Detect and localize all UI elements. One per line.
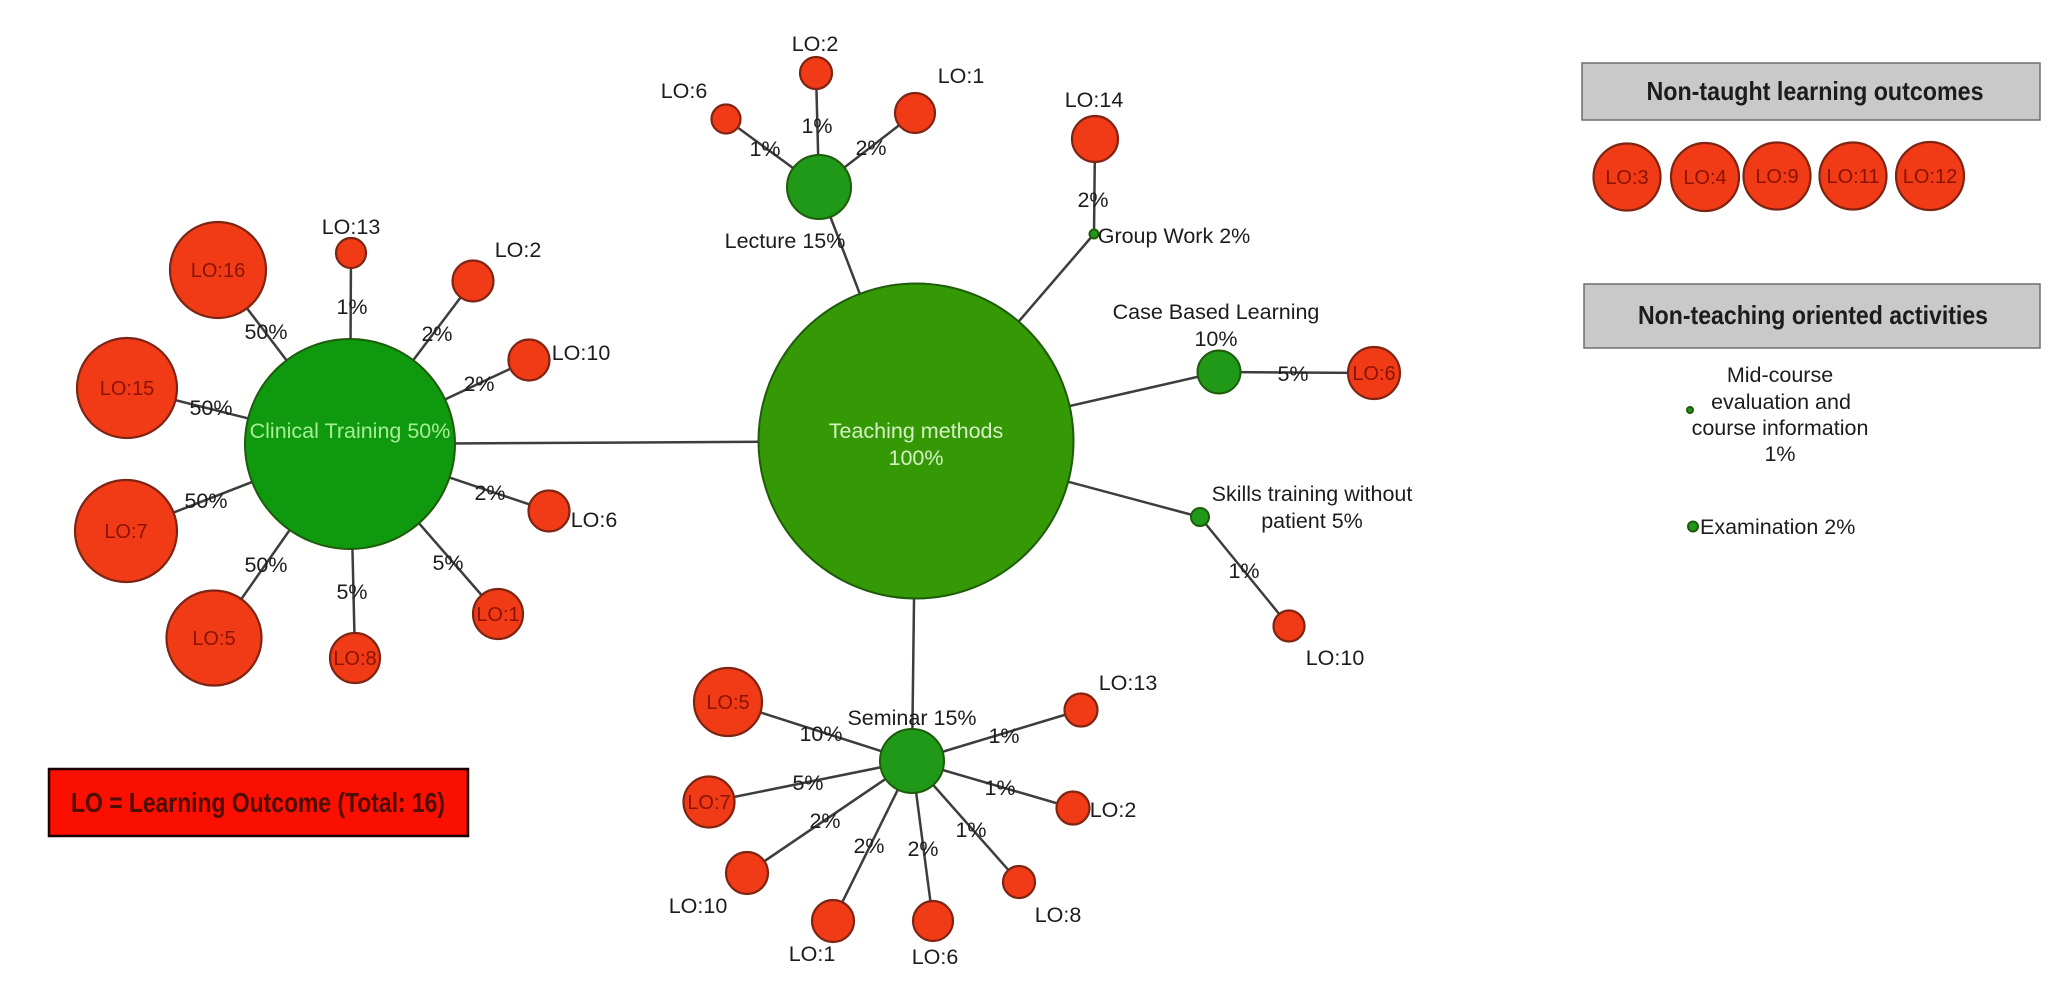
svg-text:LO:2: LO:2	[792, 32, 839, 56]
svg-text:LO:1: LO:1	[938, 64, 985, 88]
svg-text:5%: 5%	[1277, 362, 1308, 386]
svg-text:patient 5%: patient 5%	[1261, 509, 1363, 533]
svg-text:LO:10: LO:10	[1306, 646, 1365, 670]
svg-text:evaluation and: evaluation and	[1711, 390, 1851, 414]
svg-text:2%: 2%	[853, 834, 884, 858]
svg-text:LO:15: LO:15	[100, 378, 154, 400]
svg-text:50%: 50%	[184, 489, 227, 513]
svg-text:50%: 50%	[244, 553, 287, 577]
svg-text:LO:4: LO:4	[1683, 167, 1726, 189]
svg-text:LO:2: LO:2	[1090, 798, 1137, 822]
svg-text:10%: 10%	[1194, 327, 1237, 351]
svg-text:2%: 2%	[907, 837, 938, 861]
svg-text:LO:5: LO:5	[706, 692, 749, 714]
svg-text:2%: 2%	[1077, 188, 1108, 212]
svg-text:LO:12: LO:12	[1903, 166, 1957, 188]
svg-text:50%: 50%	[189, 396, 232, 420]
svg-text:1%: 1%	[984, 776, 1015, 800]
svg-text:Teaching methods: Teaching methods	[829, 419, 1004, 443]
svg-text:LO:14: LO:14	[1065, 88, 1124, 112]
svg-text:LO:8: LO:8	[333, 648, 376, 670]
svg-text:1%: 1%	[801, 114, 832, 138]
svg-text:LO:6: LO:6	[661, 79, 708, 103]
svg-text:LO:10: LO:10	[552, 341, 611, 365]
svg-text:Seminar 15%: Seminar 15%	[847, 706, 976, 730]
svg-text:LO:10: LO:10	[669, 894, 728, 918]
svg-text:2%: 2%	[463, 372, 494, 396]
svg-text:1%: 1%	[749, 137, 780, 161]
svg-text:LO:1: LO:1	[476, 604, 519, 626]
svg-text:LO:6: LO:6	[1352, 363, 1395, 385]
svg-text:LO:2: LO:2	[495, 238, 542, 262]
svg-text:Non-teaching oriented activiti: Non-teaching oriented activities	[1638, 300, 1988, 330]
svg-text:50%: 50%	[244, 320, 287, 344]
svg-text:LO:7: LO:7	[104, 521, 147, 543]
svg-text:Case Based Learning: Case Based Learning	[1113, 300, 1320, 324]
svg-text:2%: 2%	[809, 809, 840, 833]
svg-text:1%: 1%	[955, 818, 986, 842]
svg-text:Examination 2%: Examination 2%	[1700, 515, 1855, 539]
svg-text:5%: 5%	[336, 580, 367, 604]
svg-text:LO:7: LO:7	[687, 792, 730, 814]
svg-text:LO:11: LO:11	[1827, 166, 1880, 188]
svg-text:1%: 1%	[1228, 559, 1259, 583]
svg-text:Mid-course: Mid-course	[1727, 363, 1833, 387]
svg-text:2%: 2%	[421, 322, 452, 346]
svg-text:2%: 2%	[855, 136, 886, 160]
svg-text:Non-taught learning outcomes: Non-taught learning outcomes	[1647, 76, 1984, 106]
svg-text:LO:6: LO:6	[571, 508, 618, 532]
svg-text:5%: 5%	[792, 771, 823, 795]
svg-text:LO:8: LO:8	[1035, 903, 1082, 927]
svg-text:LO:1: LO:1	[789, 942, 836, 966]
svg-text:LO:5: LO:5	[192, 628, 235, 650]
svg-text:LO = Learning Outcome (Total:: LO = Learning Outcome (Total: 16)	[71, 787, 445, 818]
svg-text:LO:9: LO:9	[1755, 166, 1798, 188]
svg-text:1%: 1%	[1764, 442, 1795, 466]
svg-text:LO:13: LO:13	[322, 215, 381, 239]
svg-text:1%: 1%	[336, 295, 367, 319]
svg-text:2%: 2%	[474, 481, 505, 505]
svg-text:1%: 1%	[988, 724, 1019, 748]
svg-text:course information: course information	[1692, 416, 1869, 440]
svg-text:Clinical Training 50%: Clinical Training 50%	[250, 419, 451, 443]
svg-text:100%: 100%	[889, 446, 944, 470]
svg-text:LO:3: LO:3	[1605, 167, 1648, 189]
svg-text:5%: 5%	[432, 551, 463, 575]
svg-text:Lecture 15%: Lecture 15%	[725, 229, 846, 253]
svg-text:Group Work 2%: Group Work 2%	[1098, 224, 1251, 248]
svg-text:LO:13: LO:13	[1099, 671, 1158, 695]
svg-text:10%: 10%	[799, 722, 842, 746]
svg-text:LO:16: LO:16	[191, 260, 245, 282]
svg-text:Skills training without: Skills training without	[1212, 482, 1413, 506]
svg-text:LO:6: LO:6	[912, 945, 959, 969]
